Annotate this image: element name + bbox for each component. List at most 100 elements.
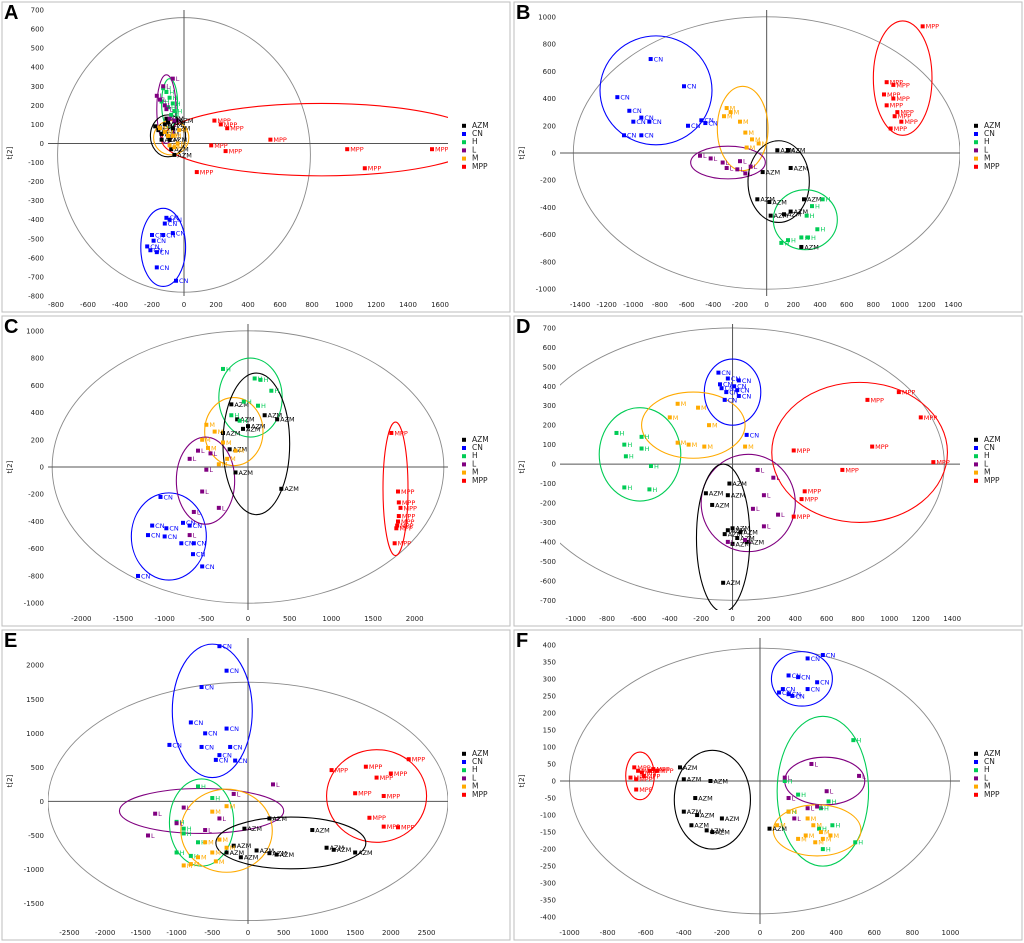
point-cn: [724, 390, 729, 395]
point-label-l: L: [776, 474, 780, 482]
legend-swatch-m: [974, 156, 978, 161]
x-tick-label: 1000: [322, 615, 340, 623]
point-label-h: H: [810, 212, 815, 220]
point-label-azm: AZM: [736, 540, 751, 548]
legend-entry-mpp: MPP: [472, 790, 488, 799]
y-tick-label: 600: [31, 382, 44, 390]
point-mpp: [888, 126, 893, 131]
point-cn: [224, 726, 229, 731]
point-label-l: L: [176, 75, 180, 83]
group-ellipse-l: [118, 787, 285, 834]
point-h: [796, 792, 801, 797]
point-label-l: L: [197, 508, 201, 516]
point-label-azm: AZM: [787, 211, 802, 219]
x-tick-label: -1200: [596, 301, 616, 309]
point-label-cn: CN: [230, 725, 240, 733]
point-mpp: [212, 118, 217, 123]
x-tick-label: 1200: [912, 615, 930, 623]
x-tick-label: 2500: [418, 929, 436, 937]
y-tick-label: -200: [540, 177, 556, 185]
point-label-h: H: [627, 484, 632, 492]
panel-c-letter: C: [4, 316, 19, 338]
legend-swatch-azm: [462, 437, 466, 442]
point-label-l: L: [714, 155, 718, 163]
x-tick-label: 0: [758, 929, 762, 937]
point-label-h: H: [804, 234, 809, 242]
panel-frame: [1, 629, 511, 941]
point-label-l: L: [237, 790, 241, 798]
point-cn: [777, 690, 782, 695]
point-azm: [681, 809, 686, 814]
point-label-mpp: MPP: [797, 447, 811, 455]
point-label-h: H: [174, 111, 179, 119]
point-azm: [274, 852, 279, 857]
legend-swatch-h: [462, 140, 466, 145]
point-mpp: [396, 489, 400, 494]
point-label-m: M: [692, 441, 698, 449]
x-tick-label: 800: [906, 929, 919, 937]
y-axis-label: t[2]: [6, 774, 14, 787]
x-tick-label: 400: [241, 301, 254, 309]
point-l: [824, 789, 829, 794]
point-label-cn: CN: [729, 388, 739, 396]
group-ellipse-cn: [130, 492, 207, 581]
point-cn: [151, 238, 156, 243]
group-ellipse-mpp: [625, 751, 655, 801]
point-label-cn: CN: [219, 756, 229, 764]
point-azm: [755, 197, 760, 202]
legend-entry-cn: CN: [984, 757, 995, 766]
point-azm: [162, 122, 167, 127]
point-l: [776, 512, 781, 517]
point-label-azm: AZM: [791, 147, 806, 155]
point-mpp: [865, 397, 870, 402]
point-label-mpp: MPP: [904, 118, 918, 126]
point-label-m: M: [182, 127, 188, 135]
point-mpp: [870, 444, 875, 449]
point-label-m: M: [230, 455, 236, 463]
point-label-m: M: [780, 822, 786, 830]
point-h: [196, 840, 200, 845]
point-label-mpp: MPP: [387, 792, 401, 800]
point-cn: [174, 278, 178, 283]
point-label-h: H: [171, 104, 176, 112]
point-label-cn: CN: [194, 719, 204, 727]
point-azm: [775, 148, 780, 153]
y-tick-label: 500: [31, 764, 44, 772]
point-label-cn: CN: [238, 757, 248, 765]
y-tick-label: -400: [540, 204, 556, 212]
y-tick-label: 100: [31, 121, 44, 129]
point-label-h: H: [835, 822, 840, 830]
point-label-h: H: [815, 203, 820, 211]
point-label-m: M: [750, 144, 756, 152]
y-axis-label: t[2]: [518, 460, 526, 473]
legend-swatch-mpp: [462, 164, 466, 169]
group-ellipse-l: [175, 436, 236, 525]
point-label-azm: AZM: [230, 849, 245, 857]
point-mpp: [655, 768, 660, 773]
point-label-cn: CN: [172, 741, 182, 749]
point-m: [738, 119, 742, 124]
point-label-cn: CN: [654, 55, 664, 63]
x-tick-label: -200: [714, 929, 730, 937]
point-h: [639, 446, 644, 451]
point-label-m: M: [181, 140, 187, 148]
y-tick-label: 400: [31, 409, 44, 417]
legend-swatch-cn: [974, 760, 978, 764]
y-tick-label: 1000: [26, 327, 44, 335]
x-tick-label: 2000: [406, 615, 424, 623]
point-azm: [324, 845, 329, 850]
panel-f-letter: F: [516, 630, 529, 652]
panel-frame: [513, 315, 1023, 627]
y-axis-label: t[2]: [518, 774, 526, 787]
legend-entry-m: M: [472, 782, 478, 791]
point-l: [782, 775, 787, 780]
point-label-mpp: MPP: [894, 125, 908, 133]
point-l: [162, 103, 167, 108]
point-l: [761, 524, 766, 529]
point-label-m: M: [811, 815, 817, 823]
point-label-azm: AZM: [713, 777, 728, 785]
point-m: [803, 833, 808, 838]
